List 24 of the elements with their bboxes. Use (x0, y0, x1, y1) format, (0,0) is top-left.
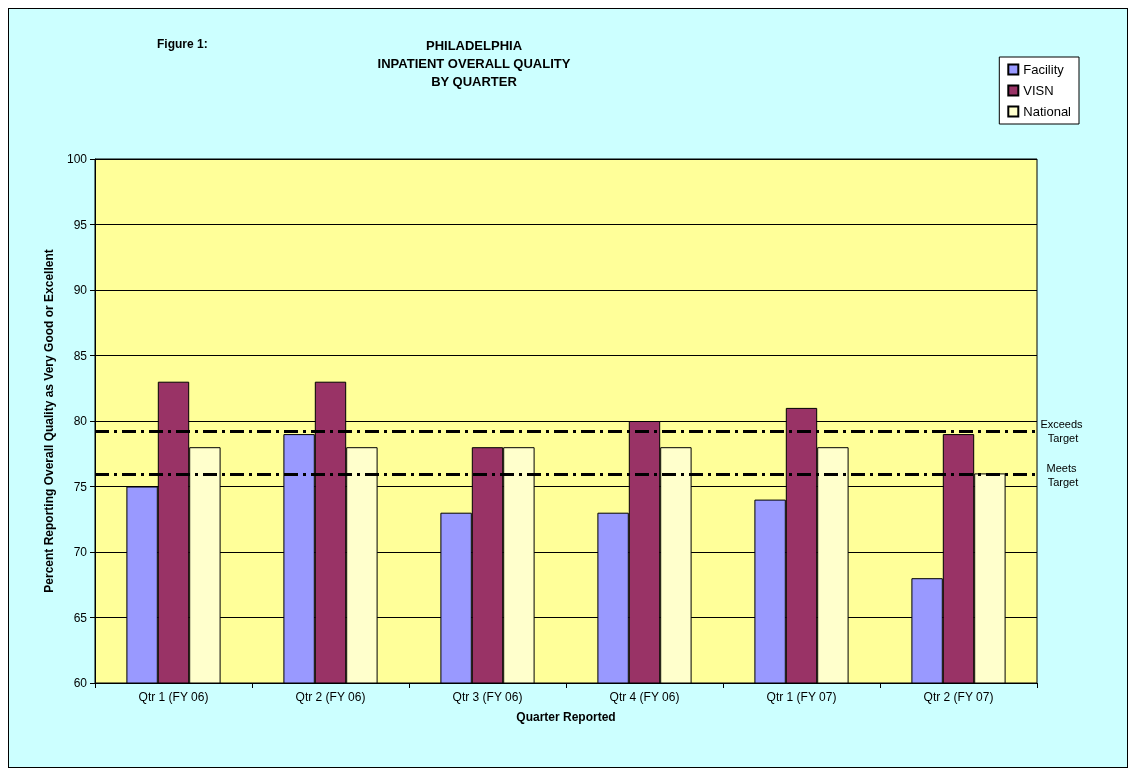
y-tick-label: 85 (73, 348, 88, 363)
y-axis-title: Percent Reporting Overall Quality as Very Good or Excellent (42, 249, 56, 593)
legend-label: VISN (1023, 83, 1054, 98)
legend-label: Facility (1023, 62, 1065, 77)
x-tick-label: Qtr 1 (FY 07) (766, 690, 837, 704)
y-tick-label: 75 (73, 479, 88, 494)
x-tick-label: Qtr 3 (FY 06) (452, 690, 523, 704)
ref-line-label: Meets Target (1046, 461, 1080, 488)
y-tick-label: 100 (66, 152, 88, 166)
y-tick-label: 90 (73, 283, 88, 297)
y-tick-label: 60 (73, 676, 88, 690)
chart-title: PHILADELPHIA INPATIENT OVERALL QUALITY BY QUARTER (377, 37, 571, 89)
caption: Figure 1: (157, 37, 208, 51)
x-axis-title: Quarter Reported (516, 710, 616, 724)
x-tick-label: Qtr 4 (FY 06) (609, 690, 680, 704)
x-tick-label: Qtr 1 (FY 06) (138, 690, 209, 704)
y-tick-label: 95 (73, 217, 88, 232)
y-tick-label: 80 (73, 414, 88, 428)
y-tick-label: 65 (73, 610, 88, 625)
x-tick-label: Qtr 2 (FY 07) (923, 690, 994, 704)
legend-label: National (1023, 104, 1072, 119)
x-tick-label: Qtr 2 (FY 06) (295, 690, 366, 704)
ref-line-label: Exceeds Target (1040, 418, 1086, 445)
y-tick-label: 70 (73, 545, 88, 559)
